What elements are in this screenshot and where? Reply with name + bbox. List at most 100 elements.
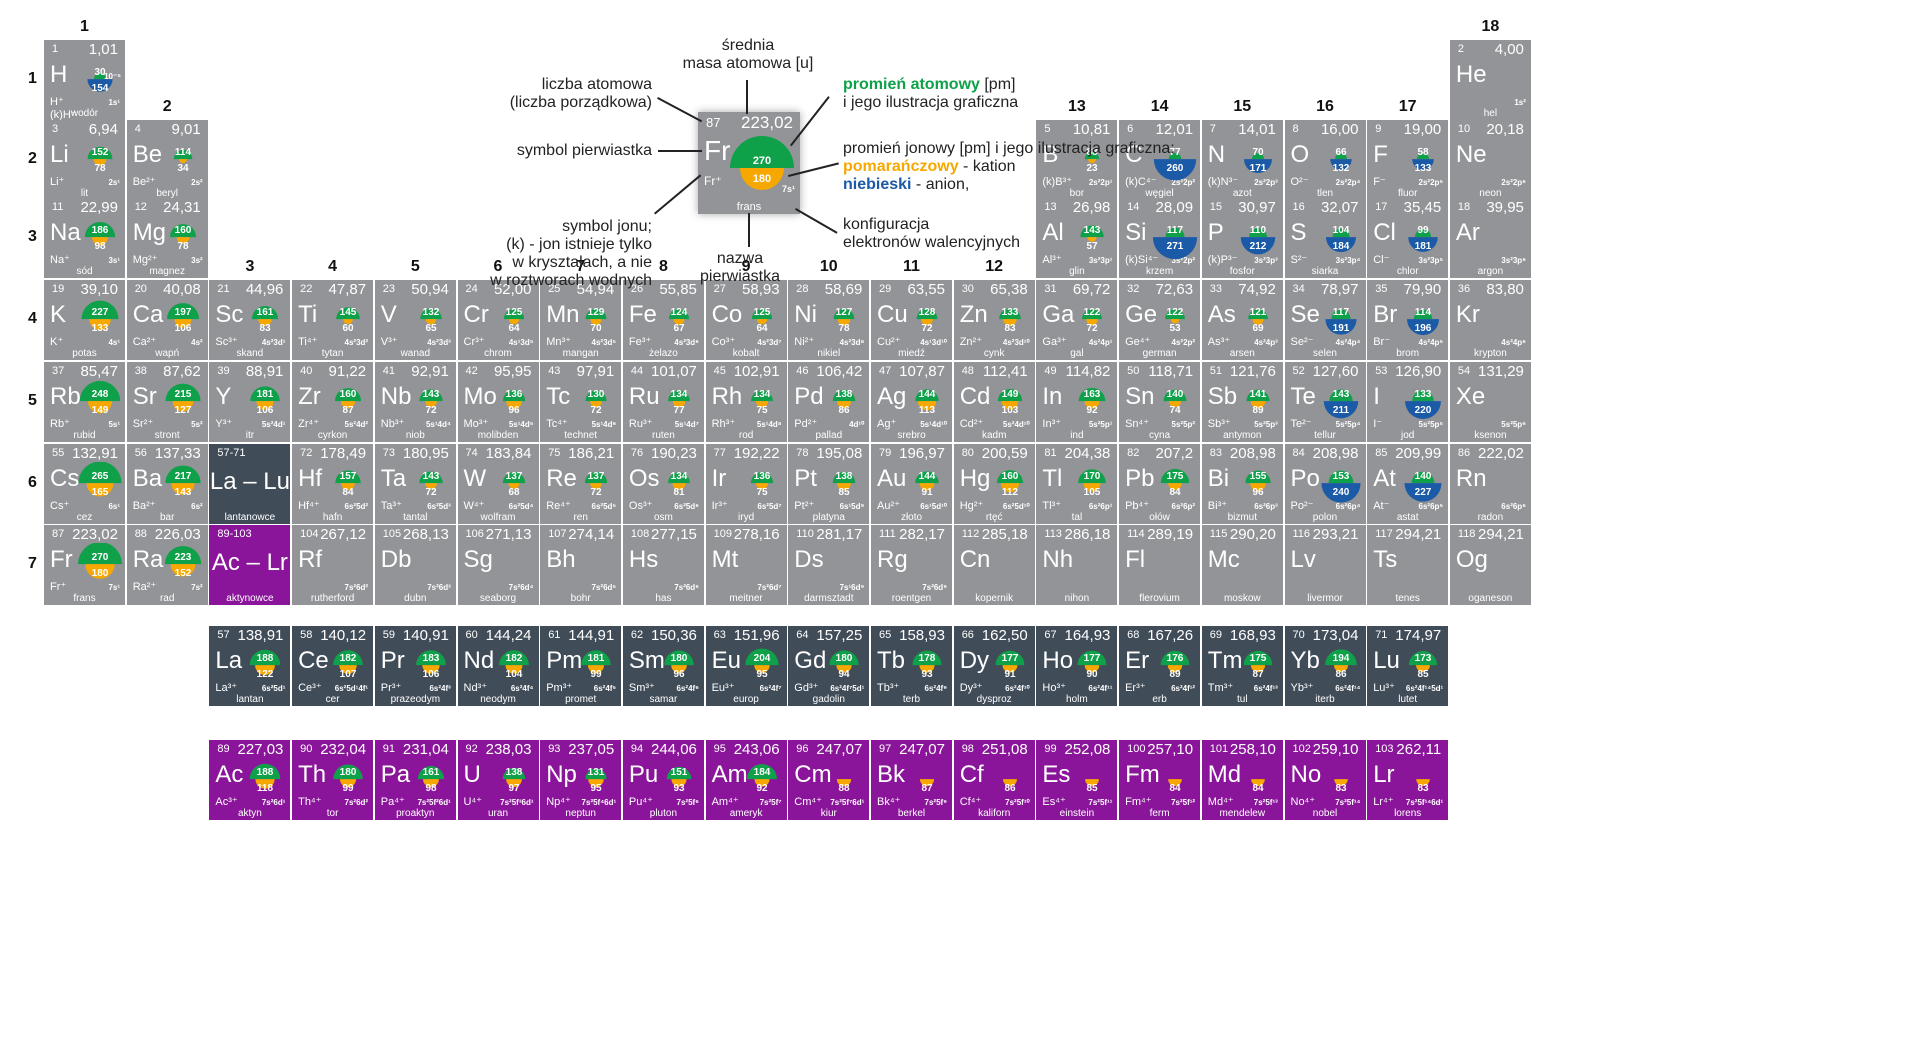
element-cell-gd[interactable]: 64 157,25 Gd Gd³⁺ 6s²4f⁷5d¹ gadolin 180 94 bbox=[788, 626, 870, 706]
element-cell-cu[interactable]: 29 63,55 Cu Cu²⁺ 4s¹3d¹⁰ miedź 128 72 bbox=[871, 280, 952, 360]
element-cell-au[interactable]: 79 196,97 Au Au²⁺ 6s¹5d¹⁰ złoto 144 91 bbox=[871, 444, 952, 524]
element-cell-ga[interactable]: 31 69,72 Ga Ga³⁺ 4s²4p¹ gal 122 72 bbox=[1036, 280, 1118, 360]
element-cell-li[interactable]: 3 6,94 Li Li⁺ 2s¹ lit 152 78 bbox=[44, 120, 125, 200]
element-cell-og[interactable]: 118 294,21 Og oganeson bbox=[1449, 525, 1531, 605]
element-cell-be[interactable]: 4 9,01 Be Be²⁺ 2s² beryl 114 34 bbox=[126, 120, 208, 200]
element-cell-n[interactable]: 7 14,01 N (k)N³⁻ 2s²2p³ azot 70 171 bbox=[1201, 120, 1283, 200]
element-cell-ds[interactable]: 110 281,17 Ds 7s¹6d⁹ darmsztadt bbox=[788, 525, 870, 605]
element-cell-lu[interactable]: 71 174,97 Lu Lu³⁺ 6s²4f¹⁴5d¹ lutet 173 85 bbox=[1367, 626, 1449, 706]
element-cell-nb[interactable]: 41 92,91 Nb Nb³⁺ 5s¹4d⁴ niob 143 72 bbox=[374, 362, 456, 442]
element-cell-pu[interactable]: 94 244,06 Pu Pu⁴⁺ 7s²5f⁶ pluton 151 93 bbox=[622, 740, 704, 820]
element-cell-mc[interactable]: 115 290,20 Mc moskow bbox=[1201, 525, 1283, 605]
element-cell-pr[interactable]: 59 140,91 Pr Pr³⁺ 6s²4f³ prazeodym 183 106 bbox=[374, 626, 456, 706]
element-cell-na[interactable]: 11 22,99 Na Na⁺ 3s¹ sód 186 98 bbox=[44, 198, 125, 278]
element-cell-sr[interactable]: 38 87,62 Sr Sr²⁺ 5s² stront 215 127 bbox=[126, 362, 208, 442]
element-cell-dy[interactable]: 66 162,50 Dy Dy³⁺ 6s²4f¹⁰ dysproz 177 91 bbox=[953, 626, 1035, 706]
element-cell-rb[interactable]: 37 85,47 Rb Rb⁺ 5s¹ rubid 248 149 bbox=[44, 362, 125, 442]
element-cell-ta[interactable]: 73 180,95 Ta Ta³⁺ 6s²5d³ tantal 143 72 bbox=[374, 444, 456, 524]
element-cell-nh[interactable]: 113 286,18 Nh nihon bbox=[1036, 525, 1118, 605]
element-cell-bi[interactable]: 83 208,98 Bi Bi³⁺ 6s²6p³ bizmut 155 96 bbox=[1201, 444, 1283, 524]
element-cell-v[interactable]: 23 50,94 V V³⁺ 4s²3d³ wanad 132 65 bbox=[374, 280, 456, 360]
element-cell-ra[interactable]: 88 226,03 Ra Ra²⁺ 7s² rad 223 152 bbox=[126, 525, 208, 605]
element-cell-ac[interactable]: 89 227,03 Ac Ac³⁺ 7s²6d¹ aktyn 188 118 bbox=[209, 740, 291, 820]
element-cell-ts[interactable]: 117 294,21 Ts tenes bbox=[1367, 525, 1449, 605]
element-cell-yb[interactable]: 70 173,04 Yb Yb³⁺ 6s²4f¹⁴ iterb 194 86 bbox=[1284, 626, 1366, 706]
element-cell-lr[interactable]: 103 262,11 Lr Lr⁴⁺ 7s²5f¹⁴6d¹ lorens 83 bbox=[1367, 740, 1449, 820]
element-cell-rh[interactable]: 45 102,91 Rh Rh³⁺ 5s¹4d⁸ rod 134 75 bbox=[705, 362, 787, 442]
element-cell-mt[interactable]: 109 278,16 Mt 7s²6d⁷ meitner bbox=[705, 525, 787, 605]
element-cell-nd[interactable]: 60 144,24 Nd Nd³⁺ 6s²4f⁴ neodym 182 104 bbox=[457, 626, 539, 706]
element-cell-rf[interactable]: 104 267,12 Rf 7s²6d² rutherford bbox=[292, 525, 374, 605]
element-cell-hs[interactable]: 108 277,15 Hs 7s²6d⁶ has bbox=[622, 525, 704, 605]
element-cell-as[interactable]: 33 74,92 As As³⁺ 4s²4p³ arsen 121 69 bbox=[1201, 280, 1283, 360]
element-cell-al[interactable]: 13 26,98 Al Al³⁺ 3s²3p¹ glin 143 57 bbox=[1036, 198, 1118, 278]
element-cell-si[interactable]: 14 28,09 Si (k)Si⁴⁻ 3s²2p² krzem 117 271 bbox=[1119, 198, 1201, 278]
element-cell-sg[interactable]: 106 271,13 Sg 7s²6d⁴ seaborg bbox=[457, 525, 539, 605]
element-cell-p[interactable]: 15 30,97 P (k)P³⁻ 3s²3p³ fosfor 110 212 bbox=[1201, 198, 1283, 278]
element-cell-ne[interactable]: 10 20,18 Ne 2s²2p⁶ neon bbox=[1449, 120, 1531, 200]
element-cell-ca[interactable]: 20 40,08 Ca Ca²⁺ 4s² wapń 197 106 bbox=[126, 280, 208, 360]
element-cell-f[interactable]: 9 19,00 F F⁻ 2s²2p⁵ fluor 58 133 bbox=[1367, 120, 1449, 200]
element-cell-ba[interactable]: 56 137,33 Ba Ba²⁺ 6s² bar 217 143 bbox=[126, 444, 208, 524]
element-cell-b[interactable]: 5 10,81 B (k)B³⁺ 2s²2p¹ bor 88 23 bbox=[1036, 120, 1118, 200]
element-cell-rn[interactable]: 86 222,02 Rn 6s²6p⁶ radon bbox=[1449, 444, 1531, 524]
element-cell-mo[interactable]: 42 95,95 Mo Mo³⁺ 5s¹4d⁵ molibden 136 96 bbox=[457, 362, 539, 442]
element-cell-ru[interactable]: 44 101,07 Ru Ru³⁺ 5s¹4d⁷ ruten 134 77 bbox=[622, 362, 704, 442]
element-cell-o[interactable]: 8 16,00 O O²⁻ 2s²2p⁴ tlen 66 132 bbox=[1284, 120, 1366, 200]
element-cell-in[interactable]: 49 114,82 In In³⁺ 5s²5p¹ ind 163 92 bbox=[1036, 362, 1118, 442]
element-cell-db[interactable]: 105 268,13 Db 7s²6d³ dubn bbox=[374, 525, 456, 605]
element-cell-cn[interactable]: 112 285,18 Cn kopernik bbox=[953, 525, 1035, 605]
element-cell-kr[interactable]: 36 83,80 Kr 4s²4p⁶ krypton bbox=[1449, 280, 1531, 360]
element-cell-at[interactable]: 85 209,99 At At⁻ 6s²6p⁵ astat 140 227 bbox=[1367, 444, 1449, 524]
element-cell-hg[interactable]: 80 200,59 Hg Hg²⁺ 6s²5d¹⁰ rtęć 160 112 bbox=[953, 444, 1035, 524]
element-cell-cd[interactable]: 48 112,41 Cd Cd²⁺ 5s²4d¹⁰ kadm 149 103 bbox=[953, 362, 1035, 442]
element-cell-pt[interactable]: 78 195,08 Pt Pt²⁺ 6s¹5d⁹ platyna 138 85 bbox=[788, 444, 870, 524]
element-cell-ag[interactable]: 47 107,87 Ag Ag⁺ 5s¹4d¹⁰ srebro 144 113 bbox=[871, 362, 952, 442]
element-cell-os[interactable]: 76 190,23 Os Os³⁺ 6s²5d⁶ osm 134 81 bbox=[622, 444, 704, 524]
element-cell-bk[interactable]: 97 247,07 Bk Bk⁴⁺ 7s²5f⁹ berkel 87 bbox=[871, 740, 952, 820]
element-cell-cm[interactable]: 96 247,07 Cm Cm⁴⁺ 7s²5f⁷6d¹ kiur 88 bbox=[788, 740, 870, 820]
element-cell-cs[interactable]: 55 132,91 Cs Cs⁺ 6s¹ cez 265 165 bbox=[44, 444, 125, 524]
placeholder-act[interactable]: 89-103 Ac – Lr aktynowce bbox=[209, 525, 291, 605]
element-cell-k[interactable]: 19 39,10 K K⁺ 4s¹ potas 227 133 bbox=[44, 280, 125, 360]
element-cell-w[interactable]: 74 183,84 W W⁴⁺ 6s²5d⁴ wolfram 137 68 bbox=[457, 444, 539, 524]
element-cell-h[interactable]: 1 1,01 H H⁺ (k)H⁻ 1s¹ wodór 30 154 10⁻⁵ bbox=[44, 40, 125, 120]
element-cell-ir[interactable]: 77 192,22 Ir Ir³⁺ 6s²5d⁷ iryd 136 75 bbox=[705, 444, 787, 524]
element-cell-th[interactable]: 90 232,04 Th Th⁴⁺ 7s²6d² tor 180 99 bbox=[292, 740, 374, 820]
element-cell-pa[interactable]: 91 231,04 Pa Pa⁴⁺ 7s²5f²6d¹ proaktyn 161 98 bbox=[374, 740, 456, 820]
element-cell-er[interactable]: 68 167,26 Er Er³⁺ 6s²4f¹² erb 176 89 bbox=[1119, 626, 1201, 706]
element-cell-lv[interactable]: 116 293,21 Lv livermor bbox=[1284, 525, 1366, 605]
element-cell-cl[interactable]: 17 35,45 Cl Cl⁻ 3s²3p⁵ chlor 99 181 bbox=[1367, 198, 1449, 278]
element-cell-no[interactable]: 102 259,10 No No⁴⁺ 7s²5f¹⁴ nobel 83 bbox=[1284, 740, 1366, 820]
element-cell-i[interactable]: 53 126,90 I I⁻ 5s²5p⁵ jod 133 220 bbox=[1367, 362, 1449, 442]
element-cell-u[interactable]: 92 238,03 U U⁴⁺ 7s²5f³6d¹ uran 138 97 bbox=[457, 740, 539, 820]
element-cell-ge[interactable]: 32 72,63 Ge Ge⁴⁺ 4s²2p² german 122 53 bbox=[1119, 280, 1201, 360]
element-cell-fl[interactable]: 114 289,19 Fl flerovium bbox=[1119, 525, 1201, 605]
element-cell-zn[interactable]: 30 65,38 Zn Zn²⁺ 4s²3d¹⁰ cynk 133 83 bbox=[953, 280, 1035, 360]
element-cell-pm[interactable]: 61 144,91 Pm Pm³⁺ 6s²4f⁵ promet 181 99 bbox=[540, 626, 622, 706]
element-cell-co[interactable]: 27 58,93 Co Co³⁺ 4s²3d⁷ kobalt 125 64 bbox=[705, 280, 787, 360]
element-cell-tl[interactable]: 81 204,38 Tl Tl³⁺ 6s²6p¹ tal 170 105 bbox=[1036, 444, 1118, 524]
element-cell-np[interactable]: 93 237,05 Np Np⁴⁺ 7s²5f⁴6d¹ neptun 131 95 bbox=[540, 740, 622, 820]
element-cell-zr[interactable]: 40 91,22 Zr Zr⁴⁺ 5s²4d² cyrkon 160 87 bbox=[292, 362, 374, 442]
element-cell-sn[interactable]: 50 118,71 Sn Sn⁴⁺ 5s²5p² cyna 140 74 bbox=[1119, 362, 1201, 442]
element-cell-se[interactable]: 34 78,97 Se Se²⁻ 4s²4p⁴ selen 117 191 bbox=[1284, 280, 1366, 360]
element-cell-eu[interactable]: 63 151,96 Eu Eu³⁺ 6s²4f⁷ europ 204 95 bbox=[705, 626, 787, 706]
element-cell-ni[interactable]: 28 58,69 Ni Ni²⁺ 4s²3d⁸ nikiel 127 78 bbox=[788, 280, 870, 360]
element-cell-am[interactable]: 95 243,06 Am Am⁴⁺ 7s²5f⁷ ameryk 184 92 bbox=[705, 740, 787, 820]
element-cell-xe[interactable]: 54 131,29 Xe 5s²5p⁶ ksenon bbox=[1449, 362, 1531, 442]
element-cell-cr[interactable]: 24 52,00 Cr Cr³⁺ 4s¹3d⁵ chrom 125 64 bbox=[457, 280, 539, 360]
element-cell-es[interactable]: 99 252,08 Es Es⁴⁺ 7s²5f¹¹ einstein 85 bbox=[1036, 740, 1118, 820]
element-cell-ho[interactable]: 67 164,93 Ho Ho³⁺ 6s²4f¹¹ holm 177 90 bbox=[1036, 626, 1118, 706]
element-cell-tc[interactable]: 43 97,91 Tc Tc⁴⁺ 5s¹4d⁶ technet 130 72 bbox=[540, 362, 622, 442]
element-cell-po[interactable]: 84 208,98 Po Po²⁻ 6s²6p⁴ polon 153 240 bbox=[1284, 444, 1366, 524]
element-cell-bh[interactable]: 107 274,14 Bh 7s²6d⁵ bohr bbox=[540, 525, 622, 605]
element-cell-md[interactable]: 101 258,10 Md Md⁴⁺ 7s²5f¹³ mendelew 84 bbox=[1201, 740, 1283, 820]
element-cell-hf[interactable]: 72 178,49 Hf Hf⁴⁺ 6s²5d² hafn 157 84 bbox=[292, 444, 374, 524]
element-cell-br[interactable]: 35 79,90 Br Br⁻ 4s²4p⁵ brom 114 196 bbox=[1367, 280, 1449, 360]
element-cell-c[interactable]: 6 12,01 C (k)C⁴⁻ 2s²2p² węgiel 77 260 bbox=[1119, 120, 1201, 200]
element-cell-s[interactable]: 16 32,07 S S²⁻ 3s²3p⁴ siarka 104 184 bbox=[1284, 198, 1366, 278]
element-cell-pb[interactable]: 82 207,2 Pb Pb⁴⁺ 6s²6p² ołów 175 84 bbox=[1119, 444, 1201, 524]
element-cell-fe[interactable]: 26 55,85 Fe Fe³⁺ 4s²3d⁶ żelazo 124 67 bbox=[622, 280, 704, 360]
element-cell-tb[interactable]: 65 158,93 Tb Tb³⁺ 6s²4f⁹ terb 178 93 bbox=[871, 626, 952, 706]
